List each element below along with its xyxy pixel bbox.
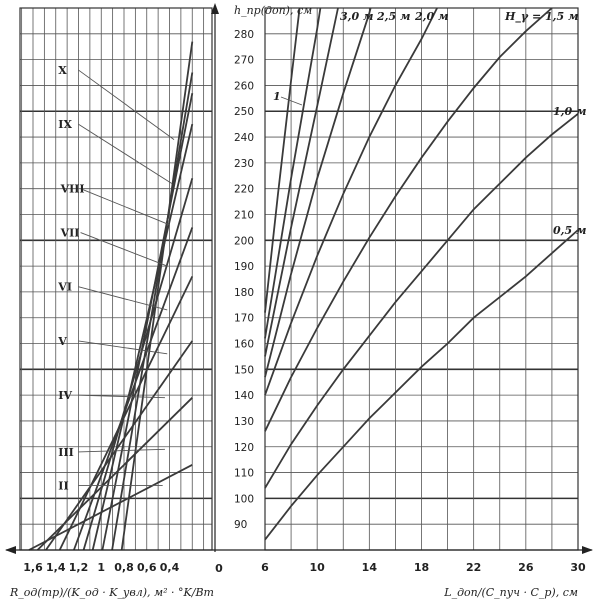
x-tick-label: 26: [518, 561, 534, 574]
y-tick-label: 150: [234, 364, 254, 376]
x-tick-label-left: 1,2: [69, 561, 89, 574]
label-III: III: [58, 446, 73, 459]
x-axis-arrow-left: [5, 546, 16, 554]
x-tick-label: 10: [310, 561, 326, 574]
y-tick-label: 180: [234, 287, 254, 299]
x-tick-label-left: 0,6: [137, 561, 157, 574]
curve-label-0-5: 0,5 м: [553, 224, 586, 237]
right-panel-grid: [264, 7, 579, 551]
curve-label-top: 2,0 м: [414, 10, 448, 23]
line-II: [36, 397, 193, 551]
y-tick-label: 130: [234, 416, 254, 428]
y-tick-label: 170: [234, 313, 254, 325]
y-tick-label: 230: [234, 158, 254, 170]
label-V: V: [57, 335, 67, 348]
curve-1-0-м: [264, 113, 579, 489]
curve-0-5-м: [264, 229, 579, 541]
left-panel-lines: [28, 41, 194, 551]
x-tick-label-left: 0,4: [160, 561, 180, 574]
leader-IX: [78, 123, 173, 184]
curve-series-5: [264, 7, 339, 357]
leader-IV: [78, 394, 165, 399]
x-tick-label: 14: [362, 561, 378, 574]
y-tick-label: 110: [234, 468, 254, 480]
x-tick-label-left: 1,6: [23, 561, 43, 574]
curve-2-0-м: [264, 7, 438, 396]
y-tick-label: 220: [234, 184, 254, 196]
curve-label-1-0: 1,0 м: [553, 105, 586, 118]
x-axis-arrow-right: [582, 546, 593, 554]
leader-III: [78, 448, 165, 453]
line-VIII: [101, 93, 194, 551]
right-panel-curves: [264, 7, 579, 541]
line-VII: [91, 123, 194, 551]
y-tick-label: 90: [234, 519, 247, 531]
y-tick-label: 280: [234, 29, 254, 41]
line-IX: [111, 72, 194, 551]
leader-V: [78, 340, 168, 355]
line-IV: [58, 276, 194, 551]
y-tick-label: 160: [234, 339, 254, 351]
leader-X: [78, 69, 175, 140]
curve-2-5-м: [264, 7, 372, 378]
curve-3-0-м: [264, 7, 322, 339]
origin-label: 0: [215, 562, 223, 575]
x-tick-label: 30: [570, 561, 586, 574]
label-IX: IX: [58, 118, 72, 131]
y-tick-label: 200: [234, 235, 254, 247]
x-axis-title-left: R_од(тр)/(K_од · K_увл), м² · °K/Вт: [9, 586, 214, 599]
axes: [5, 3, 593, 554]
x-tick-label: 18: [414, 561, 429, 574]
leader-curve-1: [280, 96, 303, 106]
curve-label-1: 1: [273, 90, 281, 103]
y-tick-label: 120: [234, 442, 254, 454]
line-X: [120, 41, 194, 551]
curve-1-5-м: [264, 7, 553, 432]
y-tick-label: 140: [234, 390, 254, 402]
x-tick-label-left: 1: [97, 561, 105, 574]
x-tick-label-left: 0,8: [114, 561, 134, 574]
chart-labels: XIXVIIIVIIVIVIVIIIII90100110120130140150…: [9, 4, 586, 599]
legend-title: H_γ = 1,5 м: [504, 10, 578, 24]
leader-VII: [80, 232, 168, 267]
x-tick-label: 6: [261, 561, 269, 574]
y-tick-label: 240: [234, 132, 254, 144]
curve-label-top: 3,0 м: [340, 10, 373, 23]
y-tick-label: 260: [234, 80, 254, 92]
label-VI: VI: [57, 281, 72, 294]
line-VI: [82, 178, 194, 551]
y-tick-label: 210: [234, 209, 254, 221]
y-tick-label: 100: [234, 493, 254, 505]
y-tick-label: 190: [234, 261, 254, 273]
label-VIII: VIII: [60, 183, 85, 196]
label-II: II: [58, 479, 68, 492]
line-V: [73, 227, 194, 551]
y-tick-label: 270: [234, 55, 254, 67]
y-tick-label: 250: [234, 106, 254, 118]
curve-label-top: 2,5 м: [376, 10, 410, 23]
label-VII: VII: [60, 227, 80, 240]
leader-VIII: [80, 188, 170, 226]
line-III: [45, 340, 194, 551]
label-IV: IV: [58, 389, 72, 402]
leader-VI: [78, 286, 168, 311]
x-axis-title-right: L_доп/(C_пуч · C_р), см: [443, 586, 578, 599]
y-axis-arrow: [211, 3, 219, 14]
y-axis-title: h_пр(доп), см: [234, 4, 312, 17]
x-tick-label-left: 1,4: [46, 561, 66, 574]
x-tick-label: 22: [466, 561, 481, 574]
label-X: X: [58, 64, 67, 77]
curve-1: [264, 7, 301, 313]
